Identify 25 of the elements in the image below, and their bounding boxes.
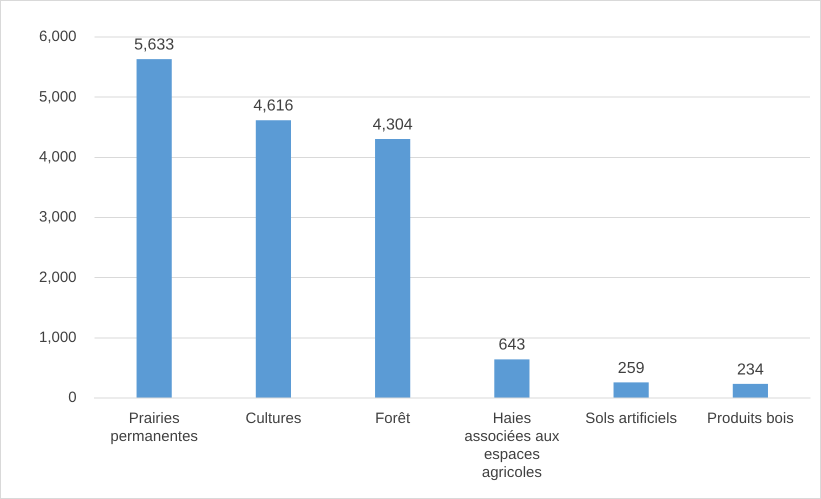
x-tick-label: Haies associées aux espaces agricoles: [464, 410, 560, 482]
x-tick-label: Prairies permanentes: [110, 410, 198, 446]
data-label: 5,633: [134, 36, 174, 54]
y-tick-label: 1,000: [38, 328, 77, 346]
x-tick-label: Cultures: [245, 410, 302, 428]
bar: [375, 139, 410, 398]
bar: [614, 382, 649, 398]
y-tick-label: 0: [68, 389, 77, 406]
y-tick-label: 6,000: [38, 28, 77, 46]
x-tick-label: Sols artificiels: [585, 410, 677, 428]
bar: [732, 384, 768, 398]
data-label: 643: [498, 336, 526, 354]
y-tick-label: 3,000: [38, 208, 77, 226]
x-tick-label: Forêt: [375, 410, 411, 428]
y-tick-label: 2,000: [38, 268, 77, 286]
x-tick-label: Produits bois: [707, 410, 794, 428]
bar: [136, 59, 172, 398]
y-tick-label: 4,000: [38, 148, 77, 166]
data-label: 259: [618, 360, 645, 377]
bar: [256, 120, 292, 398]
bar: [494, 359, 530, 398]
data-label: 4,304: [372, 116, 413, 134]
data-label: 4,616: [253, 98, 294, 115]
y-tick-label: 5,000: [38, 88, 77, 106]
data-label: 234: [737, 361, 764, 378]
